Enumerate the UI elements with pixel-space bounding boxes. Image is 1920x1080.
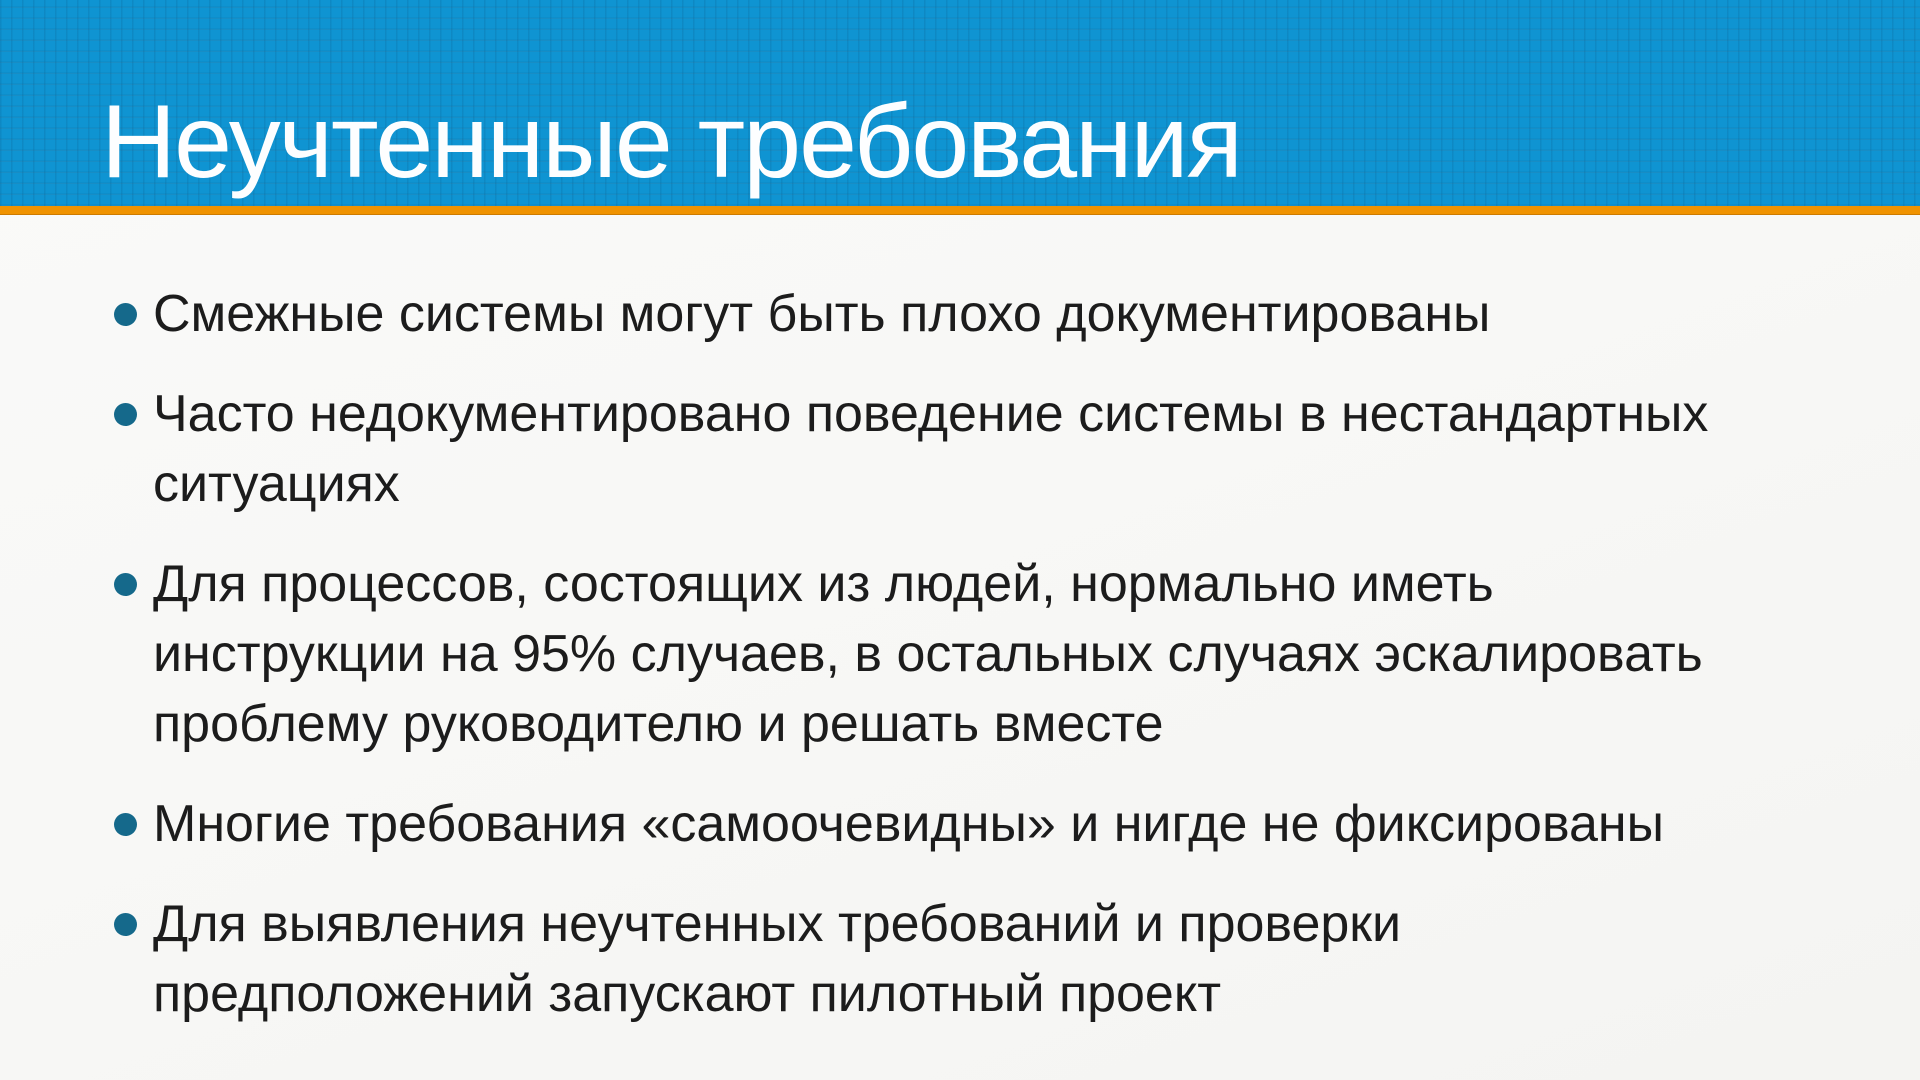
list-item: Для процессов, состоящих из людей, норма… xyxy=(104,549,1850,759)
slide-title: Неучтенные требования xyxy=(101,83,1243,200)
bullet-text: Смежные системы могут быть плохо докумен… xyxy=(153,285,1491,343)
bullet-dot-icon xyxy=(114,303,137,326)
slide-body: Смежные системы могут быть плохо докумен… xyxy=(0,215,1920,1080)
bullet-dot-icon xyxy=(114,913,137,936)
bullet-dot-icon xyxy=(114,403,137,426)
list-item: Многие требования «самоочевидны» и нигде… xyxy=(104,789,1850,859)
bullet-dot-icon xyxy=(114,813,137,836)
list-item: Для выявления неучтенных требований и пр… xyxy=(104,889,1850,1029)
bullet-text: Для выявления неучтенных требований и пр… xyxy=(153,895,1402,1023)
list-item: Смежные системы могут быть плохо докумен… xyxy=(104,279,1850,349)
bullet-text: Многие требования «самоочевидны» и нигде… xyxy=(153,795,1664,853)
accent-divider xyxy=(0,206,1920,215)
bullet-text: Часто недокументировано поведение систем… xyxy=(153,385,1709,513)
list-item: Часто недокументировано поведение систем… xyxy=(104,379,1850,519)
slide-header: Неучтенные требования xyxy=(0,0,1920,206)
bullet-text: Для процессов, состоящих из людей, норма… xyxy=(153,555,1703,753)
bullet-dot-icon xyxy=(114,573,137,596)
bullet-list: Смежные системы могут быть плохо докумен… xyxy=(104,279,1850,1029)
